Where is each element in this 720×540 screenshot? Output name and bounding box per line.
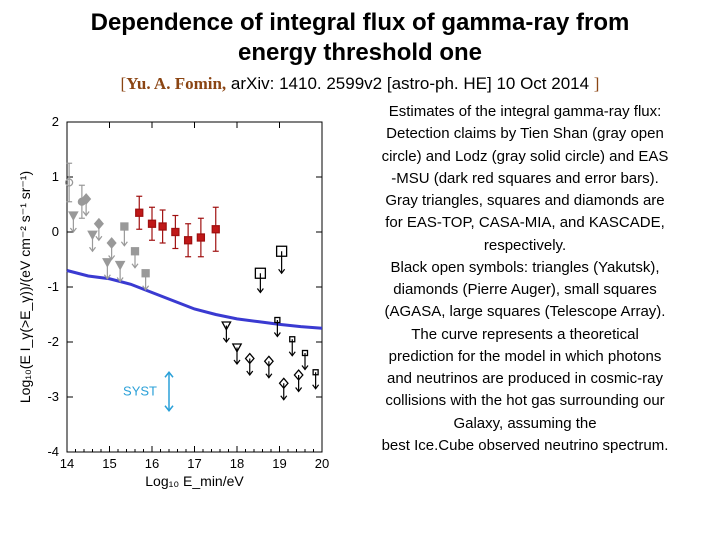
citation-ref: arXiv: 1410. 2599v2 [astro-ph. HE] 10 Oc… (226, 74, 594, 93)
svg-text:Log₁₀ E_min/eV: Log₁₀ E_min/eV (145, 473, 244, 489)
svg-text:18: 18 (230, 456, 244, 471)
description-line: diamonds (Pierre Auger), small squares (346, 280, 704, 300)
description-line: prediction for the model in which photon… (346, 347, 704, 367)
svg-text:SYST: SYST (123, 384, 157, 399)
svg-text:Log₁₀(E I_γ(>E_γ))/(eV cm⁻² s⁻: Log₁₀(E I_γ(>E_γ))/(eV cm⁻² s⁻¹ sr⁻¹) (17, 171, 33, 403)
description-line: Detection claims by Tien Shan (gray open (346, 124, 704, 144)
description-line: respectively. (346, 236, 704, 256)
svg-text:-4: -4 (47, 444, 59, 459)
description-line: for EAS-TOP, CASA-MIA, and KASCADE, (346, 213, 704, 233)
description-line: circle) and Lodz (gray solid circle) and… (346, 147, 704, 167)
svg-text:17: 17 (187, 456, 201, 471)
svg-text:15: 15 (102, 456, 116, 471)
description-line: best Ice.Cube observed neutrino spectrum… (346, 436, 704, 456)
description-line: Estimates of the integral gamma-ray flux… (346, 102, 704, 122)
citation-close: ] (594, 74, 600, 93)
description-line: Gray triangles, squares and diamonds are (346, 191, 704, 211)
citation: [Yu. A. Fomin, arXiv: 1410. 2599v2 [astr… (0, 72, 720, 102)
flux-chart: 14 15 16 17 18 19 20 -4 -3 -2 -1 0 1 2 Log₁₀ E_min/eV L… (12, 102, 342, 502)
description-line: Black open symbols: triangles (Yakutsk), (346, 258, 704, 278)
chart-column: 14 15 16 17 18 19 20 -4 -3 -2 -1 0 1 2 Log₁₀ E_min/eV L… (12, 102, 342, 507)
svg-text:-3: -3 (47, 389, 59, 404)
citation-author: Yu. A. Fomin, (126, 74, 226, 93)
title-line-1: Dependence of integral flux of gamma-ray… (20, 8, 700, 38)
description-line: collisions with the hot gas surrounding … (346, 391, 704, 411)
description-line: -MSU (dark red squares and error bars). (346, 169, 704, 189)
svg-text:14: 14 (60, 456, 74, 471)
description-column: Estimates of the integral gamma-ray flux… (342, 102, 708, 507)
svg-text:20: 20 (315, 456, 329, 471)
svg-text:0: 0 (52, 224, 59, 239)
title-block: Dependence of integral flux of gamma-ray… (0, 0, 720, 72)
svg-text:19: 19 (272, 456, 286, 471)
svg-text:16: 16 (145, 456, 159, 471)
title-line-2: energy threshold one (20, 38, 700, 68)
description-line: and neutrinos are produced in cosmic-ray (346, 369, 704, 389)
description-line: Galaxy, assuming the (346, 414, 704, 434)
content-row: 14 15 16 17 18 19 20 -4 -3 -2 -1 0 1 2 Log₁₀ E_min/eV L… (0, 102, 720, 507)
svg-text:2: 2 (52, 114, 59, 129)
description-line: The curve represents a theoretical (346, 325, 704, 345)
svg-text:-1: -1 (47, 279, 59, 294)
svg-text:1: 1 (52, 169, 59, 184)
description-line: (AGASA, large squares (Telescope Array). (346, 302, 704, 322)
svg-text:-2: -2 (47, 334, 59, 349)
